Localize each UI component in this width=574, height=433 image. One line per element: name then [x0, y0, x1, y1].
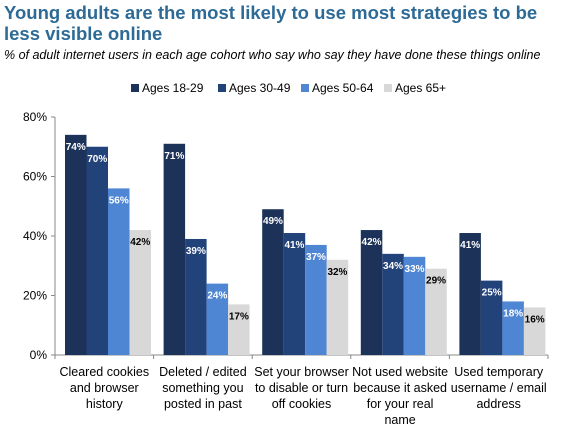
- legend-label-0: Ages 18-29: [142, 81, 204, 95]
- category-label: address: [476, 397, 520, 411]
- legend: Ages 18-29 Ages 30-49 Ages 50-64 Ages 65+: [131, 81, 446, 95]
- category-label: something you: [162, 381, 243, 395]
- y-tick-label: 60%: [23, 170, 47, 184]
- legend-label-1: Ages 30-49: [229, 81, 291, 95]
- bar: [86, 146, 108, 355]
- bar: [326, 259, 349, 355]
- category-label: and browser: [70, 381, 139, 395]
- bar: [163, 143, 186, 355]
- category-label: Used temporary: [454, 365, 544, 379]
- legend-swatch-3: [384, 84, 392, 92]
- legend-label-3: Ages 65+: [395, 81, 446, 95]
- data-label: 29%: [426, 276, 446, 287]
- category-label: off cookies: [272, 397, 332, 411]
- data-label: 42%: [362, 237, 382, 248]
- category-label: Not used website: [352, 365, 448, 379]
- bar: [459, 233, 481, 355]
- y-tick-label: 40%: [23, 229, 47, 243]
- data-label: 32%: [327, 267, 347, 278]
- data-label: 41%: [460, 240, 480, 251]
- legend-label-2: Ages 50-64: [312, 81, 374, 95]
- bar: [502, 301, 524, 355]
- data-label: 34%: [383, 261, 403, 272]
- bar: [108, 188, 130, 355]
- bar: [360, 230, 383, 355]
- data-label: 41%: [284, 240, 304, 251]
- data-label: 74%: [66, 142, 86, 153]
- category-label: name: [384, 413, 415, 427]
- y-tick-label: 0%: [30, 348, 48, 362]
- data-label: 39%: [186, 246, 206, 257]
- y-tick-label: 80%: [23, 110, 47, 124]
- legend-swatch-2: [301, 84, 309, 92]
- bar: [185, 238, 207, 355]
- category-label: because it asked: [353, 381, 447, 395]
- category-labels: Cleared cookies and browser history Deleted…: [59, 365, 546, 427]
- data-label: 24%: [207, 291, 227, 302]
- chart-title: Young adults are the most likely to use …: [4, 2, 538, 44]
- bar: [65, 134, 87, 355]
- data-label: 56%: [109, 195, 129, 206]
- chart-subtitle: % of adult internet users in each age co…: [4, 48, 541, 62]
- bar: [283, 233, 306, 355]
- legend-swatch-0: [131, 84, 139, 92]
- y-tick-label: 20%: [23, 289, 47, 303]
- bar: [206, 283, 229, 355]
- bar: [129, 230, 151, 355]
- bar: [305, 244, 327, 355]
- category-label: username / email: [451, 381, 547, 395]
- category-label: history: [86, 397, 124, 411]
- bars: [65, 134, 546, 355]
- bar: [403, 256, 426, 355]
- bar: [228, 304, 250, 355]
- bar: [382, 253, 404, 355]
- data-label: 25%: [482, 288, 502, 299]
- data-label: 18%: [503, 308, 523, 319]
- data-labels: 74%70%56%42%71%39%24%17%49%41%37%32%42%3…: [66, 142, 545, 326]
- data-label: 42%: [130, 237, 150, 248]
- data-label: 70%: [87, 154, 107, 165]
- bar: [480, 280, 503, 355]
- category-label: Deleted / edited: [159, 365, 247, 379]
- data-label: 33%: [405, 264, 425, 275]
- category-label: posted in past: [164, 397, 242, 411]
- data-label: 16%: [525, 314, 545, 325]
- category-label: to disable or turn: [255, 381, 348, 395]
- bar: [523, 307, 546, 355]
- data-label: 49%: [263, 216, 283, 227]
- data-label: 17%: [229, 311, 249, 322]
- category-label: Set your browser: [254, 365, 348, 379]
- data-label: 71%: [164, 151, 184, 162]
- bar: [425, 268, 447, 355]
- legend-swatch-1: [218, 84, 226, 92]
- category-label: for your real: [367, 397, 434, 411]
- category-label: Cleared cookies: [59, 365, 149, 379]
- data-label: 37%: [306, 252, 326, 263]
- bar: [262, 209, 284, 355]
